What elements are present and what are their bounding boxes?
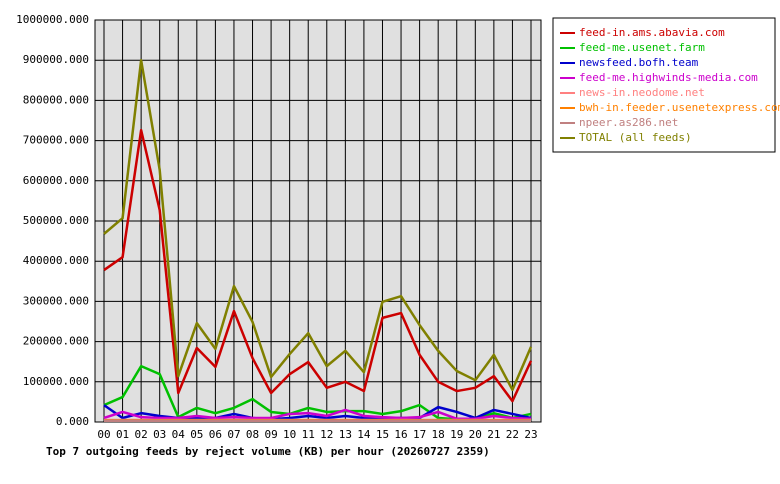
series-line bbox=[103, 58, 533, 392]
chart-title: Top 7 outgoing feeds by reject volume (K… bbox=[46, 445, 490, 458]
x-tick-label: 22 bbox=[506, 428, 519, 441]
x-tick-label: 13 bbox=[339, 428, 352, 441]
x-tick-label: 16 bbox=[394, 428, 407, 441]
x-tick-label: 17 bbox=[413, 428, 426, 441]
x-tick-label: 15 bbox=[376, 428, 389, 441]
legend-label: bwh-in.feeder.usenetexpress.com bbox=[579, 101, 780, 114]
legend-label: feed-me.usenet.farm bbox=[579, 41, 705, 54]
legend-label: feed-in.ams.abavia.com bbox=[579, 26, 725, 39]
y-tick-label: 900000.000 bbox=[23, 53, 89, 66]
x-tick-label: 08 bbox=[246, 428, 259, 441]
x-tick-label: 11 bbox=[302, 428, 315, 441]
x-tick-label: 20 bbox=[469, 428, 482, 441]
x-tick-label: 02 bbox=[135, 428, 148, 441]
y-tick-label: 1000000.000 bbox=[16, 13, 89, 26]
x-tick-label: 03 bbox=[153, 428, 166, 441]
legend-label: news-in.neodome.net bbox=[579, 86, 705, 99]
legend-box bbox=[552, 17, 776, 153]
y-tick-label: 300000.000 bbox=[23, 294, 89, 307]
x-tick-label: 23 bbox=[524, 428, 537, 441]
x-tick-label: 05 bbox=[190, 428, 203, 441]
y-tick-label: 700000.000 bbox=[23, 134, 89, 147]
y-tick-label: 200000.000 bbox=[23, 335, 89, 348]
x-tick-label: 14 bbox=[357, 428, 371, 441]
y-tick-label: 100000.000 bbox=[23, 375, 89, 388]
y-tick-label: 400000.000 bbox=[23, 254, 89, 267]
y-tick-label: 600000.000 bbox=[23, 174, 89, 187]
y-tick-label: 500000.000 bbox=[23, 214, 89, 227]
legend-label: npeer.as286.net bbox=[579, 116, 678, 129]
x-tick-label: 18 bbox=[432, 428, 445, 441]
series-line bbox=[103, 128, 533, 403]
x-tick-label: 01 bbox=[116, 428, 129, 441]
x-tick-label: 12 bbox=[320, 428, 333, 441]
x-tick-label: 00 bbox=[97, 428, 110, 441]
y-tick-label: 0.000 bbox=[56, 415, 89, 428]
legend-label: TOTAL (all feeds) bbox=[579, 131, 692, 144]
x-tick-label: 07 bbox=[227, 428, 240, 441]
legend-label: feed-me.highwinds-media.com bbox=[579, 71, 758, 84]
x-tick-label: 10 bbox=[283, 428, 296, 441]
x-tick-label: 09 bbox=[264, 428, 277, 441]
legend-label: newsfeed.bofh.team bbox=[579, 56, 699, 69]
x-tick-label: 21 bbox=[487, 428, 500, 441]
x-tick-label: 19 bbox=[450, 428, 463, 441]
x-tick-label: 06 bbox=[209, 428, 222, 441]
x-tick-label: 04 bbox=[172, 428, 186, 441]
y-tick-label: 800000.000 bbox=[23, 93, 89, 106]
